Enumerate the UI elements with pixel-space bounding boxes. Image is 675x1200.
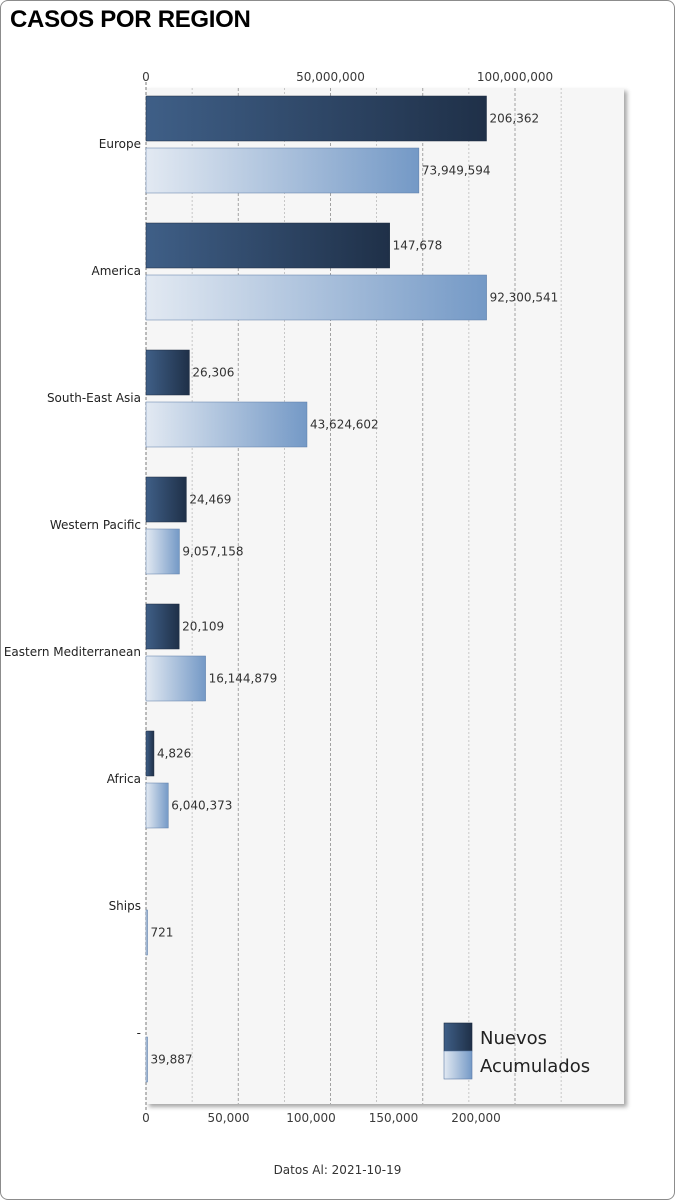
data-label-nuevos: 24,469 [189, 493, 231, 507]
bar-acumulados [145, 1036, 148, 1083]
footer-date: Datos Al: 2021-10-19 [273, 1163, 402, 1177]
bottom-axis-tick-label: 50,000 [208, 1111, 250, 1125]
category-label: - [137, 1026, 141, 1040]
data-label-acumulados: 9,057,158 [182, 545, 243, 559]
bar-nuevos [145, 222, 390, 269]
legend-label-nuevos: Nuevos [480, 1028, 547, 1049]
data-label-nuevos: 206,362 [489, 112, 539, 126]
data-label-acumulados: 721 [151, 926, 174, 940]
legend-swatch-nuevos [443, 1022, 473, 1052]
bar-acumulados [145, 655, 206, 702]
bar-nuevos [145, 349, 190, 396]
bar-acumulados [145, 782, 169, 829]
bar-nuevos [145, 730, 155, 777]
data-label-nuevos: 20,109 [182, 620, 224, 634]
top-axis-tick-label: 100,000,000 [477, 70, 553, 84]
data-label-nuevos: 147,678 [393, 239, 443, 253]
category-label: America [92, 264, 142, 278]
data-label-acumulados: 6,040,373 [171, 799, 232, 813]
bar-acumulados [145, 401, 308, 448]
bar-acumulados [145, 909, 148, 956]
bottom-axis-tick-label: 100,000 [286, 1111, 336, 1125]
chart-title: CASOS POR REGION [10, 6, 251, 33]
bar-acumulados [145, 528, 180, 575]
category-label: Africa [107, 772, 141, 786]
category-label: Europe [99, 137, 141, 151]
category-label: Western Pacific [50, 518, 141, 532]
bar-acumulados [145, 147, 420, 194]
data-label-acumulados: 16,144,879 [209, 672, 278, 686]
data-label-acumulados: 39,887 [151, 1053, 193, 1067]
bar-acumulados [145, 274, 487, 321]
bar-nuevos [145, 476, 187, 523]
category-label: South-East Asia [47, 391, 141, 405]
legend: Nuevos Acumulados [443, 1022, 590, 1080]
bar-nuevos [145, 95, 487, 142]
data-label-acumulados: 92,300,541 [490, 291, 559, 305]
data-label-nuevos: 26,306 [192, 366, 234, 380]
category-label: Eastern Mediterranean [4, 645, 141, 659]
bar-nuevos [145, 603, 180, 650]
top-axis-tick-label: 50,000,000 [296, 70, 365, 84]
legend-label-acumulados: Acumulados [480, 1056, 590, 1077]
legend-swatch-acumulados [443, 1050, 473, 1080]
category-label: Ships [109, 899, 141, 913]
bottom-axis-tick-label: 0 [142, 1111, 150, 1125]
data-label-acumulados: 43,624,602 [310, 418, 379, 432]
data-label-nuevos: 4,826 [157, 747, 191, 761]
bottom-axis-tick-label: 150,000 [369, 1111, 419, 1125]
data-label-acumulados: 73,949,594 [422, 164, 491, 178]
bottom-axis-tick-label: 200,000 [451, 1111, 501, 1125]
top-axis-tick-label: 0 [142, 70, 150, 84]
